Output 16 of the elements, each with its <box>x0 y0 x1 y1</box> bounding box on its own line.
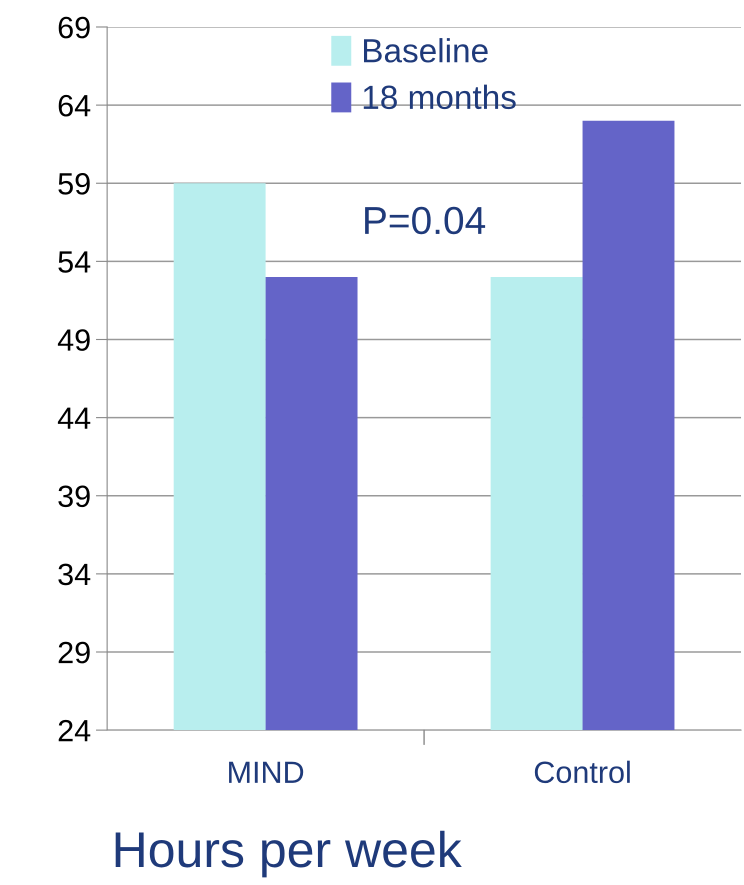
x-tick-label: MIND <box>229 762 304 783</box>
x-tick-label: Control <box>534 760 630 784</box>
y-tick-label: 44 <box>58 408 90 429</box>
y-tick-label: 34 <box>58 564 90 586</box>
y-tick-label: 29 <box>58 642 90 664</box>
legend-label: 18 months <box>364 84 516 110</box>
annotation: P=0.04 <box>365 206 486 234</box>
y-tick-label: 69 <box>58 16 90 38</box>
y-tick-label: 39 <box>58 485 90 508</box>
y-tick-label: 64 <box>58 94 90 116</box>
legend-label: Baseline <box>364 38 488 63</box>
y-tick-label: 54 <box>58 251 90 273</box>
y-tick-label: 24 <box>58 720 90 742</box>
x-axis-title: Hours per week <box>116 830 462 878</box>
y-tick-label: 49 <box>58 329 90 351</box>
y-tick-label: 59 <box>58 172 90 195</box>
